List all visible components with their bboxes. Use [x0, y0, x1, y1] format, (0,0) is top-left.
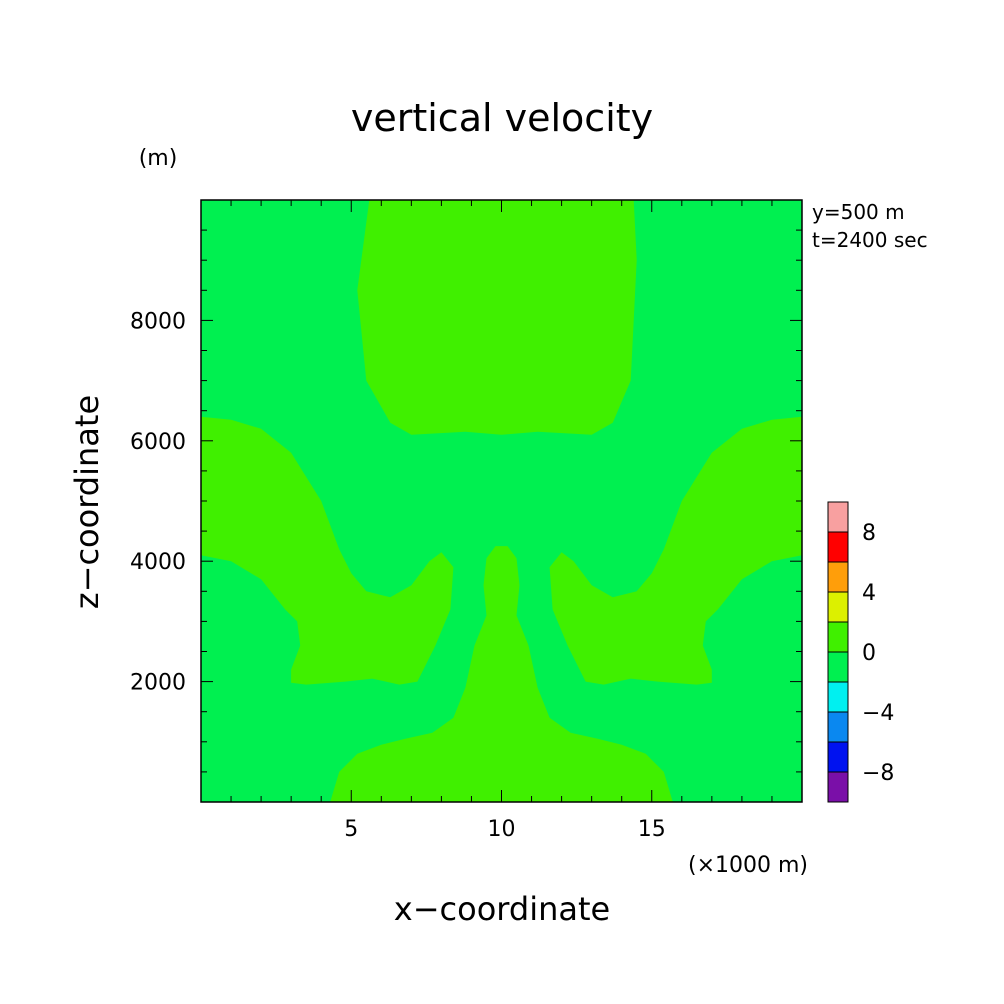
plot-frame [200, 199, 803, 803]
colorbar-swatch [827, 501, 849, 533]
region-bottom-stem [330, 546, 673, 802]
colorbar-tick-label: −4 [862, 701, 894, 726]
y-tick-label: 6000 [130, 430, 186, 455]
y-tick-label: 8000 [130, 309, 186, 334]
colorbar-swatch [827, 621, 849, 653]
colorbar-swatch [827, 741, 849, 773]
y-axis-label: z−coordinate [68, 395, 106, 609]
y-tick-labels: 2000 4000 6000 8000 [130, 309, 186, 695]
colorbar-swatch [827, 561, 849, 593]
region-right-lobe [549, 416, 802, 685]
colorbar-swatch [827, 681, 849, 713]
x-unit-label: (×1000 m) [688, 853, 808, 878]
region-upper-central [357, 200, 637, 435]
plot-area [200, 199, 803, 803]
colorbar-tick-label: −8 [862, 761, 894, 786]
annotation-t: t=2400 sec [812, 228, 928, 252]
y-tick-label: 2000 [130, 671, 186, 696]
colorbar-tick-label: 4 [862, 581, 876, 606]
colorbar: −8 −4 0 4 8 [827, 501, 894, 803]
x-tick-label: 10 [488, 817, 516, 842]
region-left-lobe [201, 416, 454, 685]
colorbar-swatch [827, 591, 849, 623]
chart-title: vertical velocity [351, 96, 653, 140]
colorbar-tick-label: 8 [862, 521, 876, 546]
plot-frame-ticks [201, 200, 802, 802]
colorbar-swatch [827, 711, 849, 743]
colorbar-swatch [827, 531, 849, 563]
x-tick-labels: 5 10 15 [344, 817, 666, 842]
colorbar-tick-label: 0 [862, 641, 876, 666]
velocity-field [201, 200, 802, 802]
colorbar-swatch [827, 771, 849, 803]
x-tick-label: 15 [638, 817, 666, 842]
y-unit-label: (m) [139, 146, 178, 171]
annotation-y: y=500 m [812, 200, 905, 224]
y-tick-label: 4000 [130, 550, 186, 575]
colorbar-swatch [827, 651, 849, 683]
x-tick-label: 5 [344, 817, 358, 842]
x-axis-label: x−coordinate [394, 890, 610, 928]
